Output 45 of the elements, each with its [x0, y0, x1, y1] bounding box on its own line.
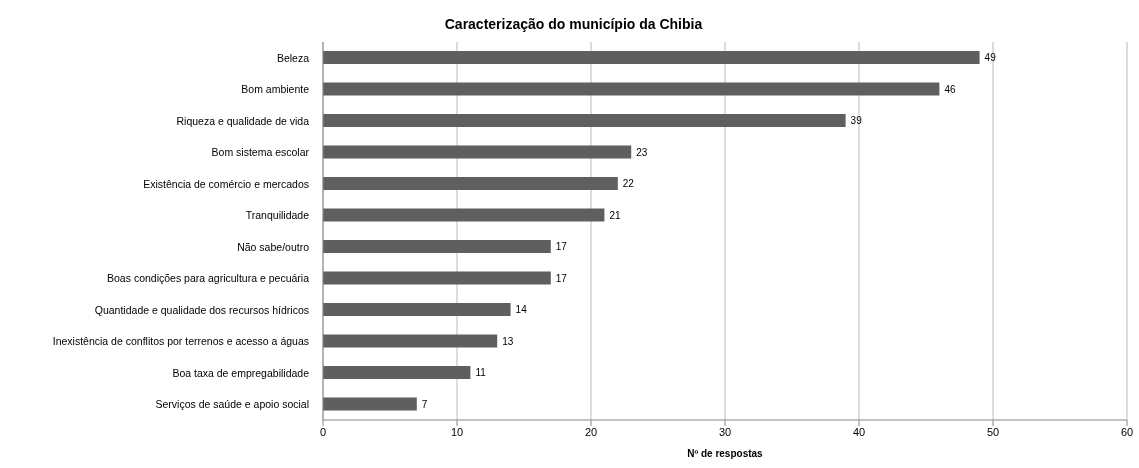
y-tick-label: Existência de comércio e mercados	[143, 177, 309, 190]
x-tick-label: 20	[584, 425, 598, 438]
bar	[323, 208, 605, 222]
y-tick-label: Inexistência de conflitos por terrenos e acesso a águas	[52, 335, 309, 348]
bar	[323, 303, 511, 316]
y-tick-label: Serviços de saúde e apoio social	[155, 398, 309, 411]
bar	[323, 82, 940, 96]
y-tick-label: Riqueza e qualidade de vida	[176, 114, 310, 127]
x-tick-label: 0	[319, 425, 327, 438]
bar	[323, 145, 632, 159]
y-tick-label: Beleza	[276, 51, 310, 64]
x-tick-label: 60	[1120, 425, 1134, 438]
bar	[323, 271, 551, 285]
bar	[323, 334, 498, 348]
bar	[323, 177, 618, 190]
x-axis-title: Nº de respostas	[687, 448, 764, 459]
y-tick-label: Quantidade e qualidade dos recursos hídricos	[94, 303, 309, 316]
bar	[323, 366, 471, 379]
x-tick-label: 30	[718, 425, 732, 438]
data-label: 17	[555, 272, 568, 284]
data-label: 21	[609, 209, 621, 221]
y-tick-label: Bom sistema escolar	[211, 146, 310, 159]
data-label: 46	[944, 83, 956, 95]
data-label: 39	[850, 115, 863, 127]
y-tick-label: Boa taxa de empregabilidade	[172, 366, 310, 379]
data-label: 22	[622, 178, 635, 190]
data-label: 23	[636, 146, 648, 158]
bar	[323, 397, 417, 411]
y-tick-label: Não sabe/outro	[237, 240, 310, 253]
data-label: 11	[475, 367, 487, 379]
y-tick-label: Boas condições para agricultura e pecuária	[107, 272, 310, 285]
bar	[323, 51, 980, 64]
data-label: 13	[502, 335, 514, 347]
x-tick-label: 10	[450, 425, 464, 438]
bar	[323, 114, 846, 127]
y-tick-label: Bom ambiente	[241, 83, 310, 96]
data-label: 14	[515, 304, 528, 316]
y-tick-label: Tranquilidade	[245, 209, 310, 222]
data-label: 7	[421, 398, 428, 410]
x-tick-label: 50	[986, 425, 1000, 438]
x-tick-label: 40	[852, 425, 866, 438]
chart-title: Caracterização do município da Chibia	[443, 15, 704, 34]
bar	[323, 240, 551, 253]
data-label: 17	[555, 241, 568, 253]
data-label: 49	[984, 52, 997, 64]
